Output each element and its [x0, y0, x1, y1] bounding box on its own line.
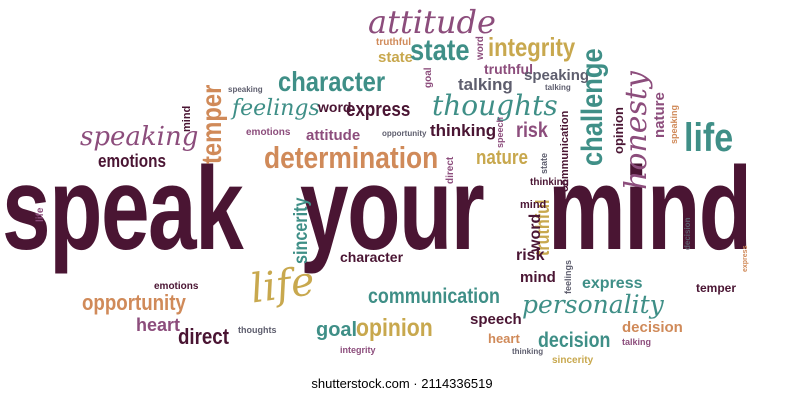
word-opinion-2: opinion: [356, 314, 433, 342]
word-express-small: express: [742, 245, 749, 272]
word-character: character: [278, 66, 386, 97]
word-opportunity-small: opportunity: [382, 129, 427, 138]
word-decision: decision: [538, 329, 611, 352]
word-speech-2: speech: [470, 311, 522, 328]
word-talking-small: talking: [622, 337, 652, 347]
word-emotions-2: emotions: [154, 281, 199, 292]
word-direct-small: direct: [445, 156, 456, 184]
word-communication: communication: [368, 285, 500, 308]
word-word: word: [475, 36, 486, 60]
word-talking: talking: [458, 75, 513, 94]
word-life: life: [684, 116, 734, 160]
word-challenge: challenge: [576, 48, 609, 166]
word-temper-2: temper: [696, 281, 737, 295]
word-goal-2: goal: [316, 319, 358, 341]
word-thinking-small: thinking: [512, 347, 544, 356]
word-speech: speech: [495, 116, 505, 148]
word-attitude: attitude: [368, 3, 496, 41]
word-state-small: state: [539, 152, 549, 174]
word-truthful: truthful: [376, 37, 411, 48]
headline-word-your: your: [300, 143, 485, 275]
word-integrity: integrity: [488, 32, 576, 62]
word-feelings-vert: feelings: [563, 259, 573, 294]
word-heart-2: heart: [488, 331, 520, 346]
word-emotions: emotions: [98, 151, 167, 171]
word-goal: goal: [423, 67, 434, 88]
word-thoughts-small: thoughts: [238, 325, 277, 335]
word-mind-3: mind: [520, 269, 556, 286]
word-express-2: express: [582, 275, 643, 292]
word-honesty: honesty: [619, 71, 654, 190]
word-speaking-script: speaking: [80, 122, 199, 152]
word-speaking-small: speaking: [228, 85, 263, 94]
word-word-2: word: [318, 99, 352, 115]
word-direct: direct: [178, 324, 229, 349]
word-temper: temper: [196, 84, 227, 164]
word-talking-2: talking: [545, 83, 571, 92]
word-character-small: character: [340, 249, 404, 265]
word-state-large: state: [410, 34, 470, 67]
word-sincerity-small: sincerity: [552, 355, 594, 366]
watermark-caption: shutterstock.com · 2114336519: [311, 376, 493, 391]
word-heart: heart: [136, 315, 181, 335]
word-thoughts: thoughts: [432, 89, 558, 122]
word-speaking-3: speaking: [669, 104, 679, 144]
headline-word-speak: speak: [2, 143, 244, 275]
word-truthful-2: truthful: [484, 61, 533, 77]
word-risk: risk: [516, 119, 548, 142]
word-feelings: feelings: [232, 96, 320, 121]
word-nature-2: nature: [476, 147, 528, 169]
word-life-small: life: [35, 207, 46, 222]
word-personality: personality: [522, 290, 664, 319]
word-opinion: opinion: [611, 107, 626, 154]
word-speaking: speaking: [524, 67, 590, 84]
word-opportunity: opportunity: [82, 290, 186, 315]
word-determination: determination: [264, 140, 439, 175]
word-integrity-small: integrity: [340, 345, 376, 355]
word-risk-2: risk: [516, 247, 545, 264]
word-decision-2: decision: [622, 319, 683, 336]
word-emotions-small: emotions: [246, 127, 291, 138]
word-life-script: life: [247, 258, 318, 313]
word-state: state: [378, 49, 414, 66]
word-sincerity: sincerity: [291, 197, 312, 264]
word-mind-2: mind: [520, 199, 547, 211]
headline-word-mind: mind: [548, 143, 752, 275]
word-attitude-small: attitude: [306, 127, 361, 144]
word-thinking: thinking: [430, 121, 497, 140]
word-thinking-2: thinking: [530, 177, 569, 188]
word-nature: nature: [651, 92, 668, 138]
word-express: express: [346, 99, 411, 121]
word-decision-vert: decision: [683, 217, 692, 250]
